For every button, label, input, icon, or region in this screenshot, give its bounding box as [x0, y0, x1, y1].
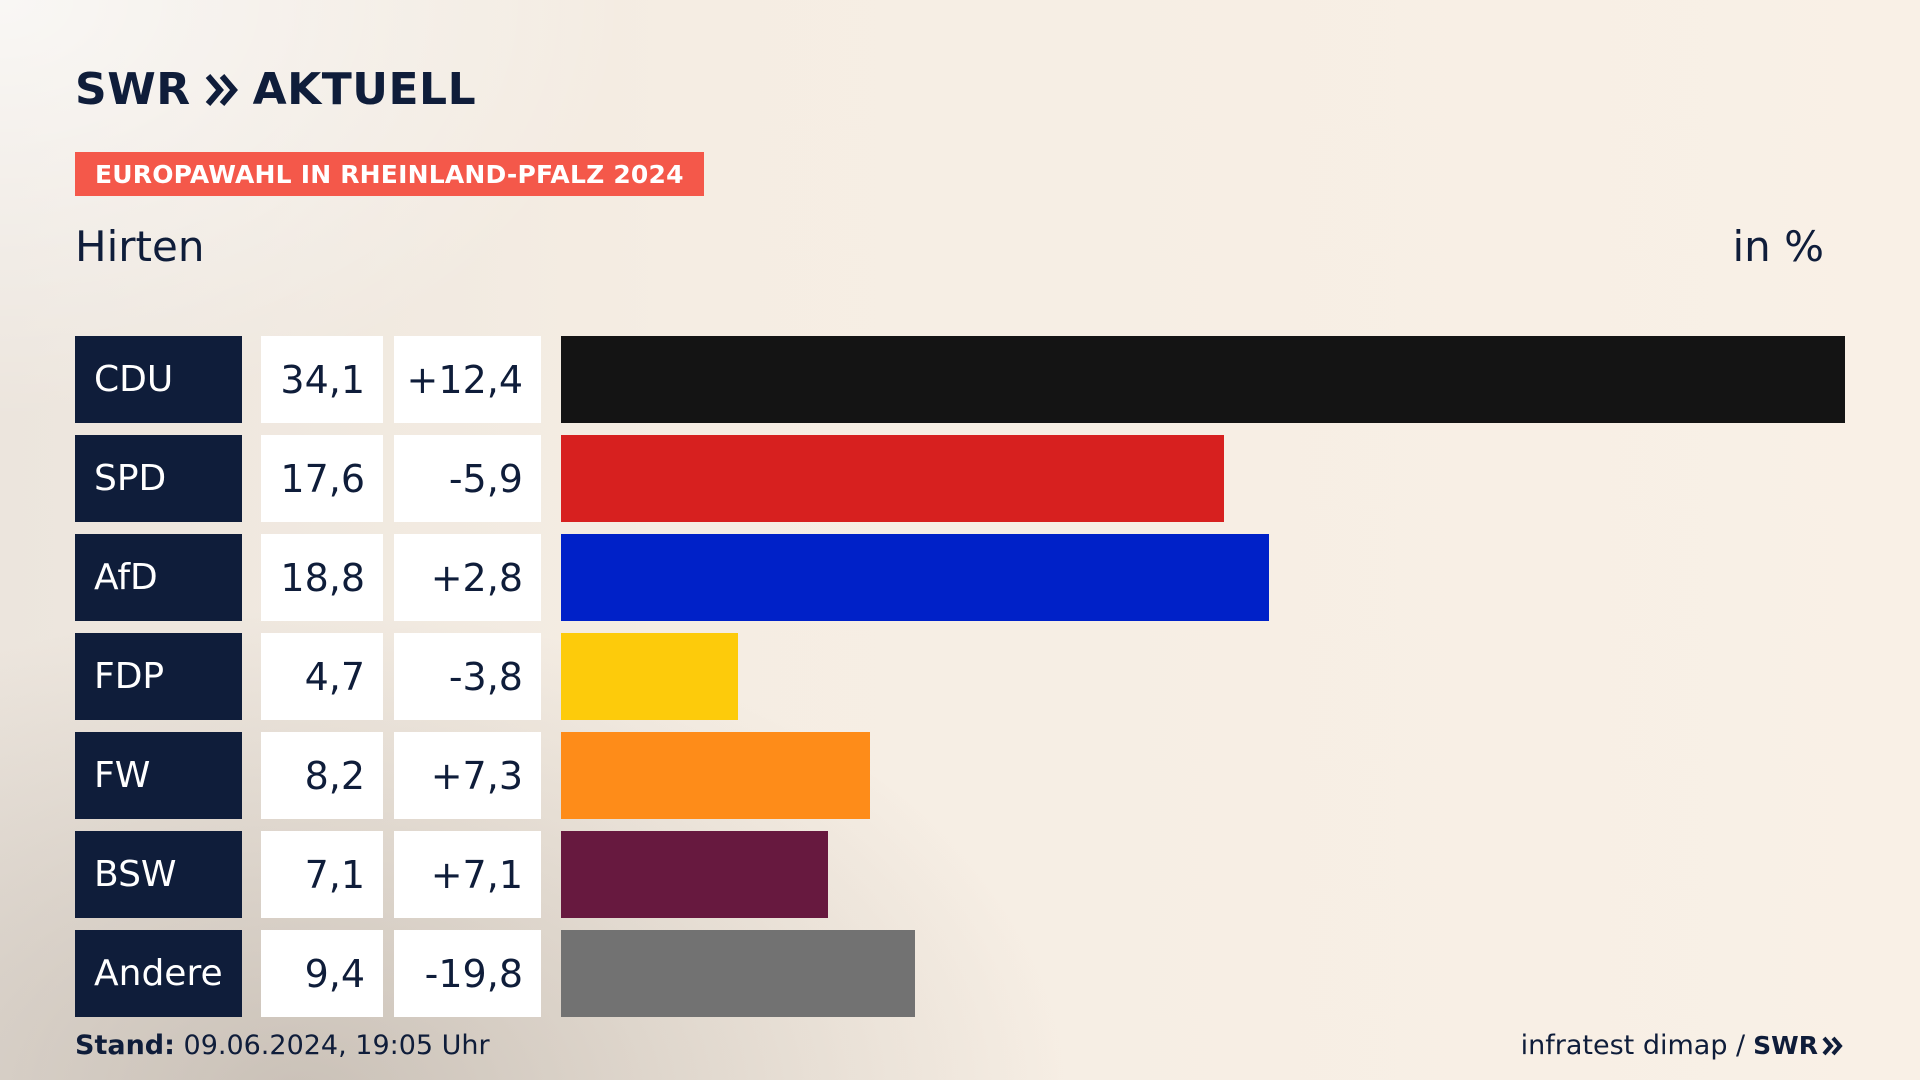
result-bar — [561, 831, 828, 918]
party-label: FW — [75, 732, 242, 819]
stand-label: Stand: — [75, 1030, 175, 1061]
change-value: -3,8 — [394, 633, 541, 720]
vote-share-value: 17,6 — [261, 435, 383, 522]
party-label: Andere — [75, 930, 242, 1017]
party-label: FDP — [75, 633, 242, 720]
result-bar — [561, 534, 1269, 621]
result-row: FW 8,2 +7,3 — [75, 732, 1845, 819]
source-brand: SWR — [1753, 1031, 1818, 1060]
vote-share-value: 7,1 — [261, 831, 383, 918]
place-title: Hirten — [75, 222, 205, 271]
change-value: +12,4 — [394, 336, 541, 423]
unit-label: in % — [1732, 222, 1824, 271]
change-value: +7,1 — [394, 831, 541, 918]
change-value: +7,3 — [394, 732, 541, 819]
party-label: AfD — [75, 534, 242, 621]
result-bar — [561, 336, 1845, 423]
vote-share-value: 9,4 — [261, 930, 383, 1017]
vote-share-value: 18,8 — [261, 534, 383, 621]
party-label: SPD — [75, 435, 242, 522]
change-value: -5,9 — [394, 435, 541, 522]
result-bar — [561, 930, 915, 1017]
vote-share-value: 8,2 — [261, 732, 383, 819]
change-value: +2,8 — [394, 534, 541, 621]
stand-value: 09.06.2024, 19:05 Uhr — [183, 1030, 490, 1061]
result-row: FDP 4,7 -3,8 — [75, 633, 1845, 720]
section-text: AKTUELL — [252, 64, 477, 115]
swr-small-logo: SWR — [1753, 1031, 1844, 1060]
party-label: CDU — [75, 336, 242, 423]
stand-info: Stand: 09.06.2024, 19:05 Uhr — [75, 1030, 490, 1061]
brand-text: SWR — [75, 64, 191, 115]
result-row: AfD 18,8 +2,8 — [75, 534, 1845, 621]
result-row: CDU 34,1 +12,4 — [75, 336, 1845, 423]
change-value: -19,8 — [394, 930, 541, 1017]
election-banner: EUROPAWAHL IN RHEINLAND-PFALZ 2024 — [75, 152, 704, 196]
result-bar — [561, 633, 738, 720]
vote-share-value: 34,1 — [261, 336, 383, 423]
result-bar — [561, 435, 1224, 522]
result-row: BSW 7,1 +7,1 — [75, 831, 1845, 918]
party-label: BSW — [75, 831, 242, 918]
result-bar — [561, 732, 870, 819]
source-text: infratest dimap / — [1520, 1030, 1746, 1061]
double-chevron-icon — [205, 73, 239, 107]
result-row: Andere 9,4 -19,8 — [75, 930, 1845, 1017]
result-row: SPD 17,6 -5,9 — [75, 435, 1845, 522]
swr-aktuell-logo: SWR AKTUELL — [75, 68, 476, 112]
source-info: infratest dimap / SWR — [1521, 1030, 1844, 1061]
vote-share-value: 4,7 — [261, 633, 383, 720]
